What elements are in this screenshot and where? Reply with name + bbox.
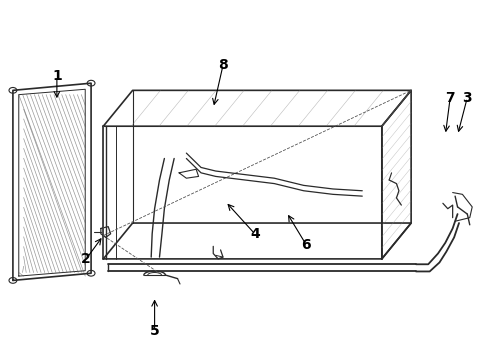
Text: 7: 7 bbox=[445, 90, 455, 104]
Text: 1: 1 bbox=[52, 69, 62, 83]
Text: 2: 2 bbox=[81, 252, 91, 266]
Text: 3: 3 bbox=[463, 90, 472, 104]
Text: 4: 4 bbox=[250, 227, 260, 241]
Text: 5: 5 bbox=[150, 324, 159, 338]
Text: 8: 8 bbox=[218, 58, 228, 72]
Text: 6: 6 bbox=[301, 238, 311, 252]
